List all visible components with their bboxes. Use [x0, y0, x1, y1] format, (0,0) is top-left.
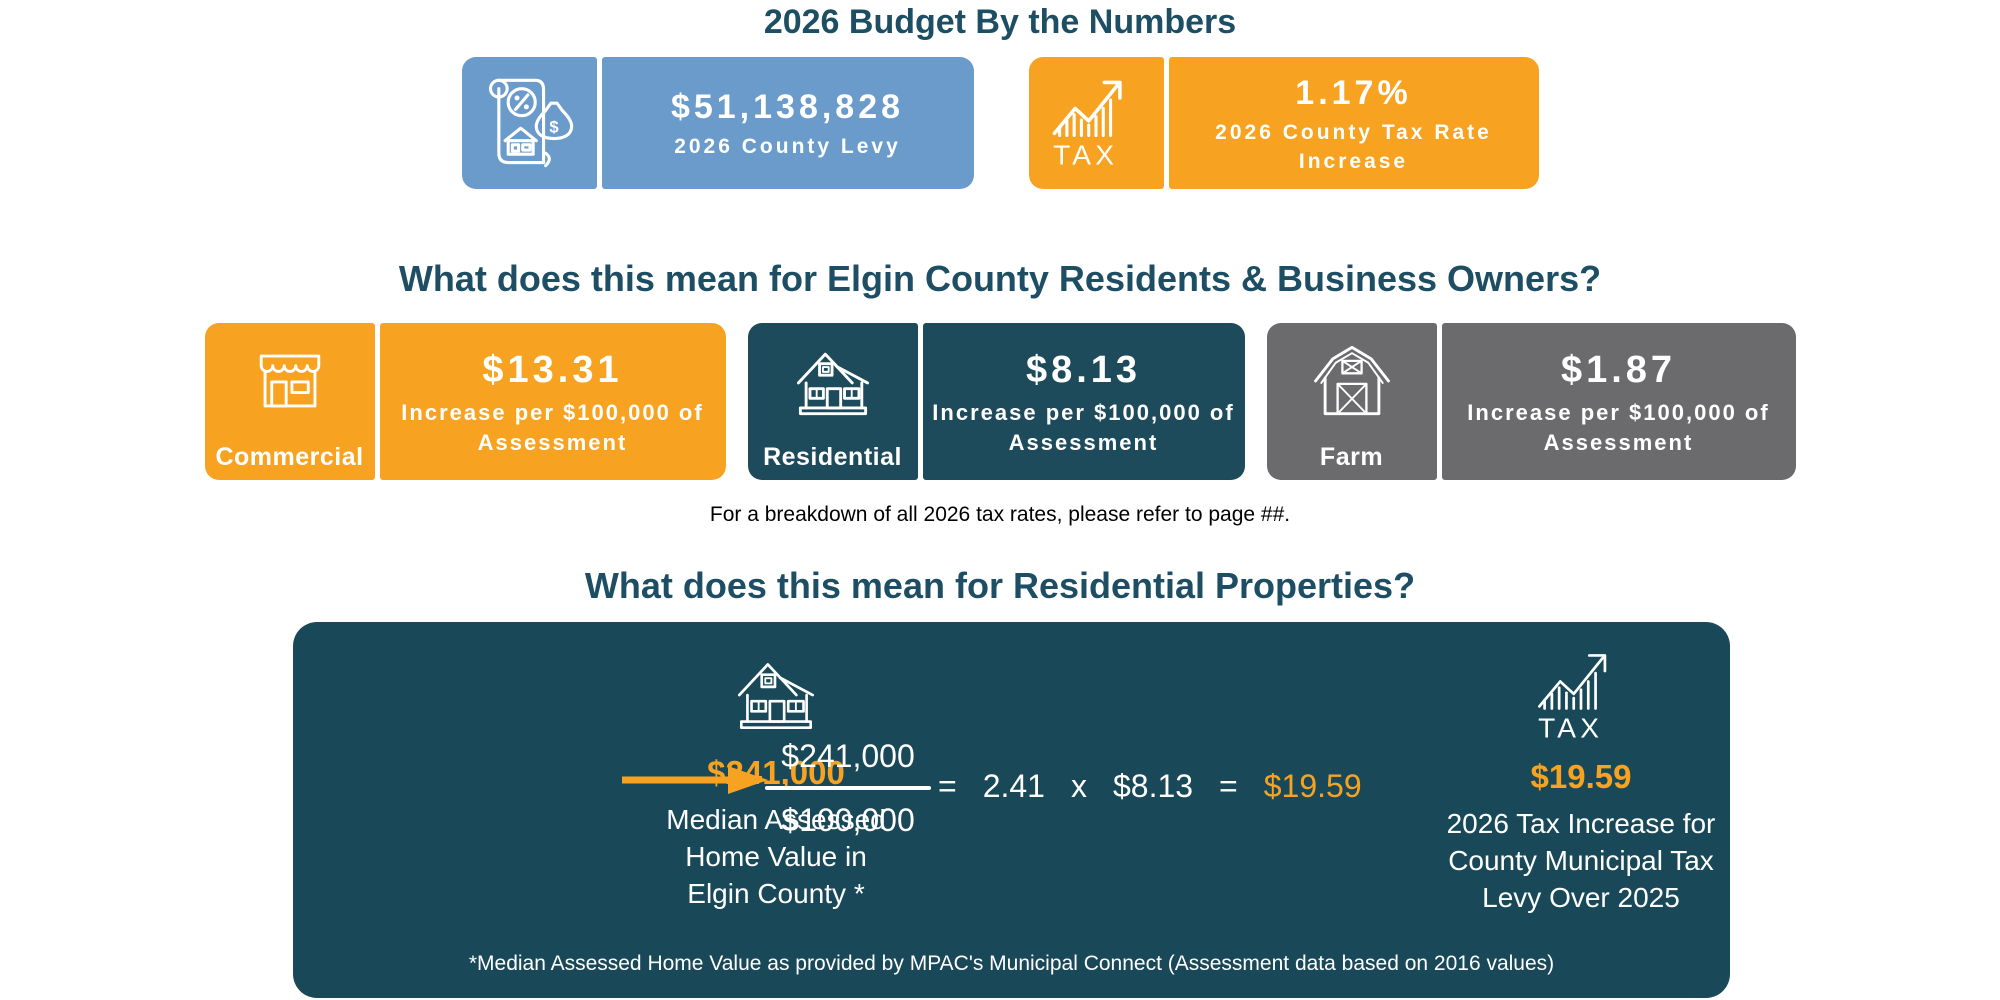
residential-value: $8.13 [1025, 348, 1142, 391]
fraction-numerator: $241,000 [781, 738, 915, 774]
times-sign: x [1070, 767, 1087, 804]
farm-name: Farm [1319, 443, 1384, 471]
commercial-value: $13.31 [482, 348, 623, 391]
storefront-icon [259, 354, 320, 408]
house-icon [796, 352, 869, 416]
mpac-footnote: *Median Assessed Home Value as provided … [468, 952, 1555, 975]
barn-icon [1313, 345, 1390, 416]
tax-equation: = 2.41 x $8.13 = $19.59 [938, 762, 1362, 810]
commercial-name: Commercial [215, 443, 364, 471]
commercial-stat: Commercial $13.31 Increase per $100,000 … [204, 323, 726, 480]
tax-increase-value: $19.59 [1530, 758, 1632, 795]
tax-rate-value: 1.17% [1295, 73, 1412, 112]
tax-rate-stat: TAX 1.17% 2026 County Tax Rate Increase [1028, 57, 1539, 189]
commercial-icon-box: Commercial [204, 323, 375, 480]
tax-increase-label: 2026 Tax Increase for County Municipal T… [1446, 808, 1716, 913]
tax-icon-label: TAX [1053, 140, 1118, 171]
rate-value: $8.13 [1112, 767, 1194, 804]
county-levy-stat: $ $51,138,828 2026 County Levy [461, 57, 974, 189]
commercial-label: Increase per $100,000 of Assessment [401, 399, 704, 455]
commercial-text-box: $13.31 Increase per $100,000 of Assessme… [379, 323, 726, 480]
residential-section-heading: What does this mean for Residential Prop… [584, 565, 1416, 606]
levy-label: 2026 County Levy [674, 135, 901, 158]
tax-rate-label: 2026 County Tax Rate Increase [1215, 120, 1492, 173]
page-title: 2026 Budget By the Numbers [763, 3, 1237, 41]
equation-result: $19.59 [1263, 767, 1362, 804]
residential-name: Residential [763, 443, 902, 471]
tax-rates-note: For a breakdown of all 2026 tax rates, p… [709, 503, 1291, 526]
residential-stat: Residential $8.13 Increase per $100,000 … [747, 323, 1245, 480]
svg-text:$: $ [549, 117, 559, 136]
residential-calculation-panel: $241,000 Median Assessed Home Value in E… [293, 622, 1730, 998]
assessment-fraction: $241,000 $100,000 [753, 734, 943, 842]
tax-increase-block: TAX $19.59 2026 Tax Increase for County … [1421, 644, 1741, 916]
fraction-bar [765, 786, 931, 790]
levy-value: $51,138,828 [670, 88, 905, 126]
farm-stat: Farm $1.87 Increase per $100,000 of Asse… [1266, 323, 1796, 480]
quotient-value: 2.41 [982, 767, 1045, 804]
top-stats-row: $ $51,138,828 2026 County Levy [0, 57, 2000, 189]
equals-sign: = [1219, 767, 1238, 804]
tax-increase-icon: TAX [1538, 654, 1607, 744]
house-icon [737, 663, 815, 730]
residential-icon-box: Residential [747, 323, 918, 480]
levy-icon-box: $ [461, 57, 597, 189]
farm-value: $1.87 [1560, 348, 1677, 391]
levy-text-box: $51,138,828 2026 County Levy [601, 57, 974, 189]
tax-increase-icon: TAX [1052, 80, 1122, 171]
tax-rate-text-box: 1.17% 2026 County Tax Rate Increase [1168, 57, 1539, 189]
median-home-value-label: Median Assessed Home Value in Elgin Coun… [666, 804, 886, 909]
equals-sign: = [938, 767, 957, 804]
tax-icon-label: TAX [1538, 713, 1603, 744]
residential-label: Increase per $100,000 of Assessment [932, 399, 1235, 455]
levy-scroll-icon: $ [488, 78, 574, 168]
owners-section-heading: What does this mean for Elgin County Res… [398, 258, 1602, 299]
right-arrow-icon [622, 766, 768, 794]
farm-text-box: $1.87 Increase per $100,000 of Assessmen… [1441, 323, 1796, 480]
category-stats-row: Commercial $13.31 Increase per $100,000 … [0, 323, 2000, 480]
residential-text-box: $8.13 Increase per $100,000 of Assessmen… [922, 323, 1245, 480]
median-home-value-block: $241,000 Median Assessed Home Value in E… [646, 642, 906, 912]
fraction-denominator: $100,000 [781, 802, 915, 838]
tax-rate-icon-box: TAX [1028, 57, 1164, 189]
farm-label: Increase per $100,000 of Assessment [1467, 399, 1770, 455]
farm-icon-box: Farm [1266, 323, 1437, 480]
